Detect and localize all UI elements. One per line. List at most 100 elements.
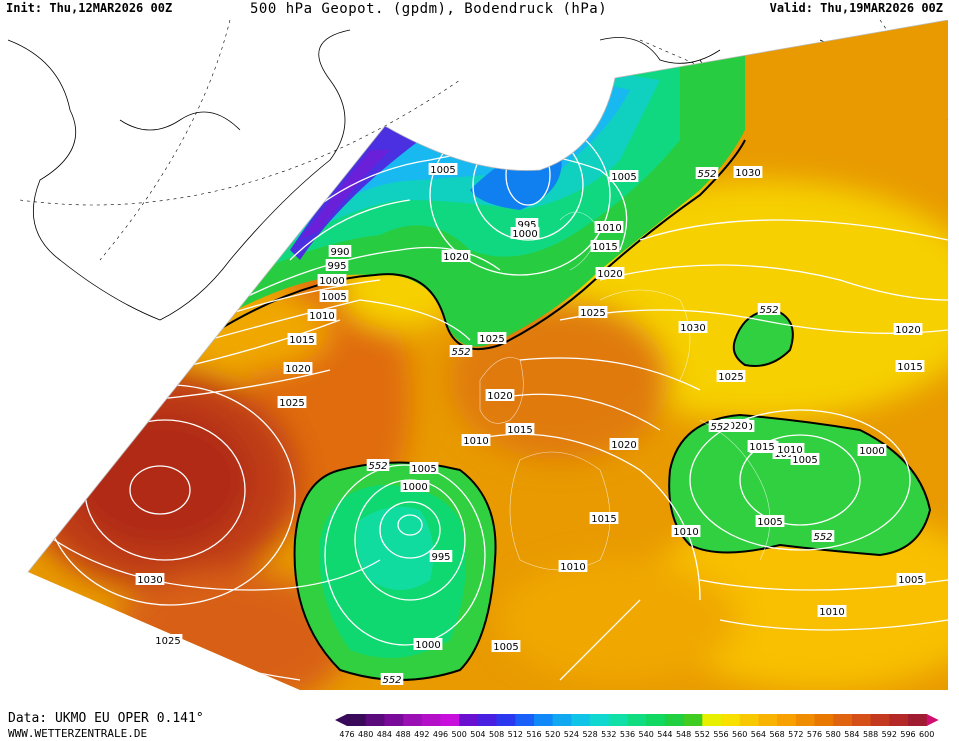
isobar-label: 1020 (595, 267, 625, 280)
isobar-label: 1000 (317, 274, 347, 287)
geopotential-label: 552 (811, 530, 835, 543)
geopotential-label: 552 (695, 167, 719, 180)
isobar-label: 1030 (135, 573, 165, 586)
isobar-label: 1015 (747, 440, 777, 453)
isobar-label: 1000 (400, 480, 430, 493)
isobar-label-box (307, 309, 337, 321)
isobar-label: 1000 (413, 638, 443, 651)
scale-swatch (889, 714, 909, 726)
scale-tick-label: 580 (826, 730, 841, 739)
isobar-label-text: 1015 (749, 442, 774, 453)
isobar-label-text: 1005 (430, 165, 455, 176)
isobar-label-box (428, 163, 458, 175)
isobar-label-text: 1030 (680, 323, 705, 334)
geopotential-label-text: 552 (697, 169, 716, 180)
isobar-label-text: 1005 (757, 517, 782, 528)
isobar-label-box (716, 370, 746, 382)
isobar-label-text: 1005 (321, 292, 346, 303)
scale-tick-label: 552 (695, 730, 710, 739)
scale-swatch (683, 714, 703, 726)
isobar-label-text: 1005 (411, 464, 436, 475)
isobar-label-text: 1025 (580, 308, 605, 319)
scale-swatch (347, 714, 367, 726)
isobar-label-text: 1005 (792, 455, 817, 466)
isobar-label: 1005 (319, 290, 349, 303)
isobar-label: 1000 (857, 444, 887, 457)
isobar-label-box (755, 515, 785, 527)
scale-swatch (421, 714, 441, 726)
geopotential-label-box (695, 167, 719, 179)
isobar-label-text: 1000 (319, 276, 344, 287)
isobar-label-box (595, 267, 625, 279)
isobar-label-text: 1015 (507, 425, 532, 436)
geopotential-label-text: 552 (382, 675, 401, 686)
scale-swatch (833, 714, 853, 726)
scale-tick-label: 600 (919, 730, 934, 739)
isobar-label: 1025 (477, 332, 507, 345)
isobar-label-box (283, 362, 313, 374)
isobar-label-box (609, 170, 639, 182)
isobar-label-text: 1010 (560, 562, 585, 573)
scale-swatch (739, 714, 759, 726)
geopotential-label-box (811, 530, 835, 542)
isobar-label-text: 1025 (479, 334, 504, 345)
map-title: 500 hPa Geopot. (gpdm), Bodendruck (hPa) (250, 1, 608, 17)
isobar-label-box (896, 573, 926, 585)
isobar-label-text: 1005 (611, 172, 636, 183)
isobar-label-box (317, 274, 347, 286)
isobar-label-text: 1010 (819, 607, 844, 618)
scale-tick-label: 524 (564, 730, 579, 739)
scale-tick-label: 480 (358, 730, 373, 739)
geopotential-label: 552 (757, 303, 781, 316)
scale-swatch (590, 714, 610, 726)
scale-tick-label: 596 (900, 730, 915, 739)
isobar-label-text: 1020 (611, 440, 636, 451)
website-credit: WWW.WETTERZENTRALE.DE (8, 727, 148, 740)
scale-swatch (870, 714, 890, 726)
scale-tick-label: 520 (545, 730, 560, 739)
scale-swatch (459, 714, 479, 726)
isobar-label-box (817, 605, 847, 617)
isobar-label-box (578, 306, 608, 318)
isobar-label-text: 1020 (487, 391, 512, 402)
geopotential-label-box (449, 345, 473, 357)
scale-tick-label: 572 (788, 730, 803, 739)
scale-tick-label: 560 (732, 730, 747, 739)
isobar-label-box (775, 443, 805, 455)
isobar-label: 1020 (485, 389, 515, 402)
isobar-label: 1010 (307, 309, 337, 322)
map-labels: 1005990995100010051010101510201025102099… (135, 163, 926, 686)
scale-swatch (440, 714, 460, 726)
isobar-label-box (277, 396, 307, 408)
geopotential-label: 552 (449, 345, 473, 358)
isobar-label-box (893, 323, 923, 335)
geopotential-label-box (708, 420, 732, 432)
scale-tick-label: 528 (582, 730, 597, 739)
isobar-label: 990 (328, 245, 352, 258)
scale-swatch (702, 714, 722, 726)
isobar-label-text: 1000 (415, 640, 440, 651)
scale-max-arrow (926, 714, 939, 726)
geopotential-label-box (380, 673, 404, 685)
scale-swatch (515, 714, 535, 726)
isobar-label-box (135, 573, 165, 585)
geopotential-label: 552 (380, 673, 404, 686)
scale-swatch (403, 714, 423, 726)
isobar-label: 1010 (775, 443, 805, 456)
isobar-label-text: 1010 (309, 311, 334, 322)
scale-tick-label: 556 (713, 730, 728, 739)
isobar-label: 1010 (817, 605, 847, 618)
isobar-label-box (510, 227, 540, 239)
isobar-label-text: 1000 (402, 482, 427, 493)
scale-swatch (477, 714, 498, 726)
scale-tick-label: 592 (882, 730, 897, 739)
color-scale: 476 480 484 488 492 496 500 504 508 512 516 520 524 5… (335, 714, 939, 739)
geopotential-label: 552 (366, 459, 390, 472)
isobar-label-box (413, 638, 443, 650)
isobar-label-box (153, 634, 183, 646)
isobar-label: 1025 (277, 396, 307, 409)
isobar-label-box (477, 332, 507, 344)
scale-tick-label: 496 (433, 730, 448, 739)
scale-tick-label: 532 (601, 730, 616, 739)
isobar-label: 1010 (671, 525, 701, 538)
